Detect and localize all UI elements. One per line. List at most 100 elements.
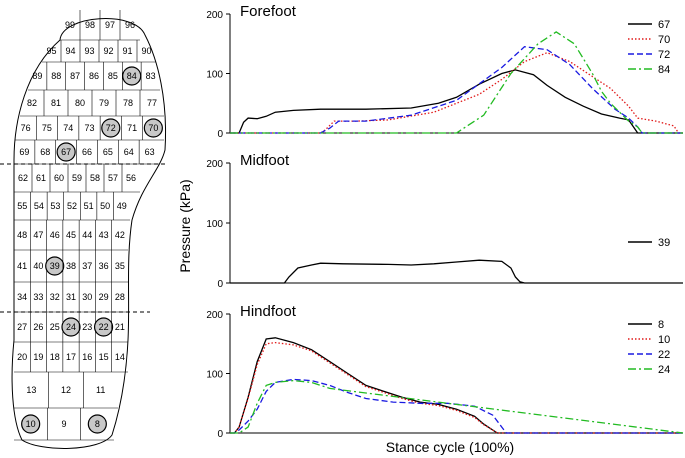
y-tick-label: 0 [217, 129, 223, 140]
sensor-cell-92: 92 [103, 46, 113, 56]
highlight-circle-22 [93, 317, 114, 337]
highlight-circle-70 [143, 118, 163, 138]
sensor-cell-79: 79 [99, 98, 109, 108]
sensor-cell-33: 33 [33, 292, 43, 302]
sensor-cell-71: 71 [127, 123, 137, 133]
sensor-cell-32: 32 [50, 292, 60, 302]
axis-frame [229, 14, 683, 134]
legend-label-84: 84 [658, 64, 670, 76]
sensor-cell-39: 39 [50, 261, 60, 271]
sensor-cell-87: 87 [70, 71, 80, 81]
sensor-cell-58: 58 [90, 173, 100, 183]
sensor-cell-95: 95 [46, 46, 56, 56]
sensor-cell-12: 12 [61, 385, 71, 395]
y-tick-label: 200 [206, 310, 223, 321]
y-tick-label: 0 [217, 429, 223, 440]
sensor-cell-74: 74 [63, 123, 73, 133]
sensor-cell-66: 66 [82, 147, 92, 157]
series-line-72 [230, 46, 683, 134]
y-tick-label: 200 [206, 159, 223, 170]
sensor-cell-41: 41 [17, 261, 27, 271]
chart-panel-hindfoot: 0 100 200 Hindfoot 8 10 22 24 [206, 303, 684, 440]
sensor-cell-25: 25 [50, 322, 60, 332]
sensor-cell-20: 20 [17, 352, 27, 362]
sensor-cell-44: 44 [82, 230, 92, 240]
sensor-cell-67: 67 [61, 147, 71, 157]
legend-label-24: 24 [658, 364, 670, 376]
sensor-cell-54: 54 [34, 201, 44, 211]
panel-title-hindfoot: Hindfoot [240, 303, 297, 320]
sensor-cell-88: 88 [51, 71, 61, 81]
legend-label-10: 10 [658, 334, 670, 346]
sensor-cell-53: 53 [50, 201, 60, 211]
sensor-cell-49: 49 [117, 201, 127, 211]
axis-frame [229, 163, 683, 284]
sensor-cell-57: 57 [108, 173, 118, 183]
y-tick-label: 200 [206, 10, 223, 21]
highlight-circle-8 [87, 414, 107, 434]
sensor-cell-13: 13 [26, 385, 36, 395]
sensor-cell-63: 63 [145, 147, 155, 157]
sensor-cell-91: 91 [122, 46, 132, 56]
sensor-cell-15: 15 [99, 352, 109, 362]
highlight-circle-39 [45, 256, 65, 276]
sensor-cell-68: 68 [40, 147, 50, 157]
sensor-cell-30: 30 [82, 292, 92, 302]
highlight-circle-72 [101, 118, 121, 138]
sensor-cell-42: 42 [115, 230, 125, 240]
series-line-67 [230, 69, 683, 134]
highlight-circle-67 [56, 142, 76, 162]
sensor-cell-11: 11 [96, 385, 105, 395]
legend-label-70: 70 [658, 34, 670, 46]
chart-panel-midfoot: 0 100 200 Midfoot 39 [206, 152, 683, 290]
legend-label-22: 22 [658, 349, 670, 361]
sensor-cell-84: 84 [127, 71, 137, 81]
y-tick-label: 100 [206, 70, 223, 81]
highlight-circle-84 [122, 66, 142, 86]
sensor-cell-96: 96 [125, 20, 135, 30]
sensor-cell-97: 97 [105, 20, 115, 30]
sensor-cell-76: 76 [21, 123, 31, 133]
sensor-cell-31: 31 [66, 292, 76, 302]
sensor-cell-90: 90 [141, 46, 151, 56]
panel-title-forefoot: Forefoot [240, 3, 297, 20]
series-line-10 [230, 341, 683, 434]
sensor-cell-9: 9 [61, 419, 66, 429]
sensor-cell-72: 72 [106, 123, 116, 133]
x-axis-title: Stance cycle (100%) [386, 439, 514, 455]
sensor-cell-26: 26 [33, 322, 43, 332]
sensor-cell-19: 19 [33, 352, 43, 362]
sensor-cell-27: 27 [17, 322, 27, 332]
sensor-cell-40: 40 [33, 261, 43, 271]
y-tick-label: 100 [206, 219, 223, 230]
chart-panel-forefoot: 0 100 200 Forefoot 67 70 72 84 [206, 3, 683, 140]
highlight-circle-10 [21, 414, 41, 434]
legend-label-39: 39 [658, 237, 670, 249]
sensor-cell-36: 36 [99, 261, 109, 271]
sensor-cell-89: 89 [32, 71, 42, 81]
series-line-39 [230, 259, 683, 284]
sensor-cell-22: 22 [99, 322, 109, 332]
axis-frame [229, 314, 683, 434]
sensor-cell-59: 59 [72, 173, 82, 183]
sensor-cell-46: 46 [50, 230, 60, 240]
sensor-cell-98: 98 [85, 20, 95, 30]
sensor-cell-8: 8 [95, 419, 100, 429]
legend-label-72: 72 [658, 49, 670, 61]
legend-label-8: 8 [658, 319, 664, 331]
sensor-cell-50: 50 [100, 201, 110, 211]
sensor-cell-56: 56 [126, 173, 136, 183]
sensor-cell-14: 14 [115, 352, 125, 362]
sensor-cell-83: 83 [146, 71, 156, 81]
sensor-cell-60: 60 [54, 173, 64, 183]
sensor-cell-10: 10 [26, 419, 36, 429]
sensor-cell-47: 47 [33, 230, 43, 240]
sensor-cell-94: 94 [65, 46, 75, 56]
sensor-cell-81: 81 [51, 98, 61, 108]
sensor-cell-61: 61 [36, 173, 46, 183]
sensor-cell-70: 70 [148, 123, 158, 133]
sensor-cell-35: 35 [115, 261, 125, 271]
